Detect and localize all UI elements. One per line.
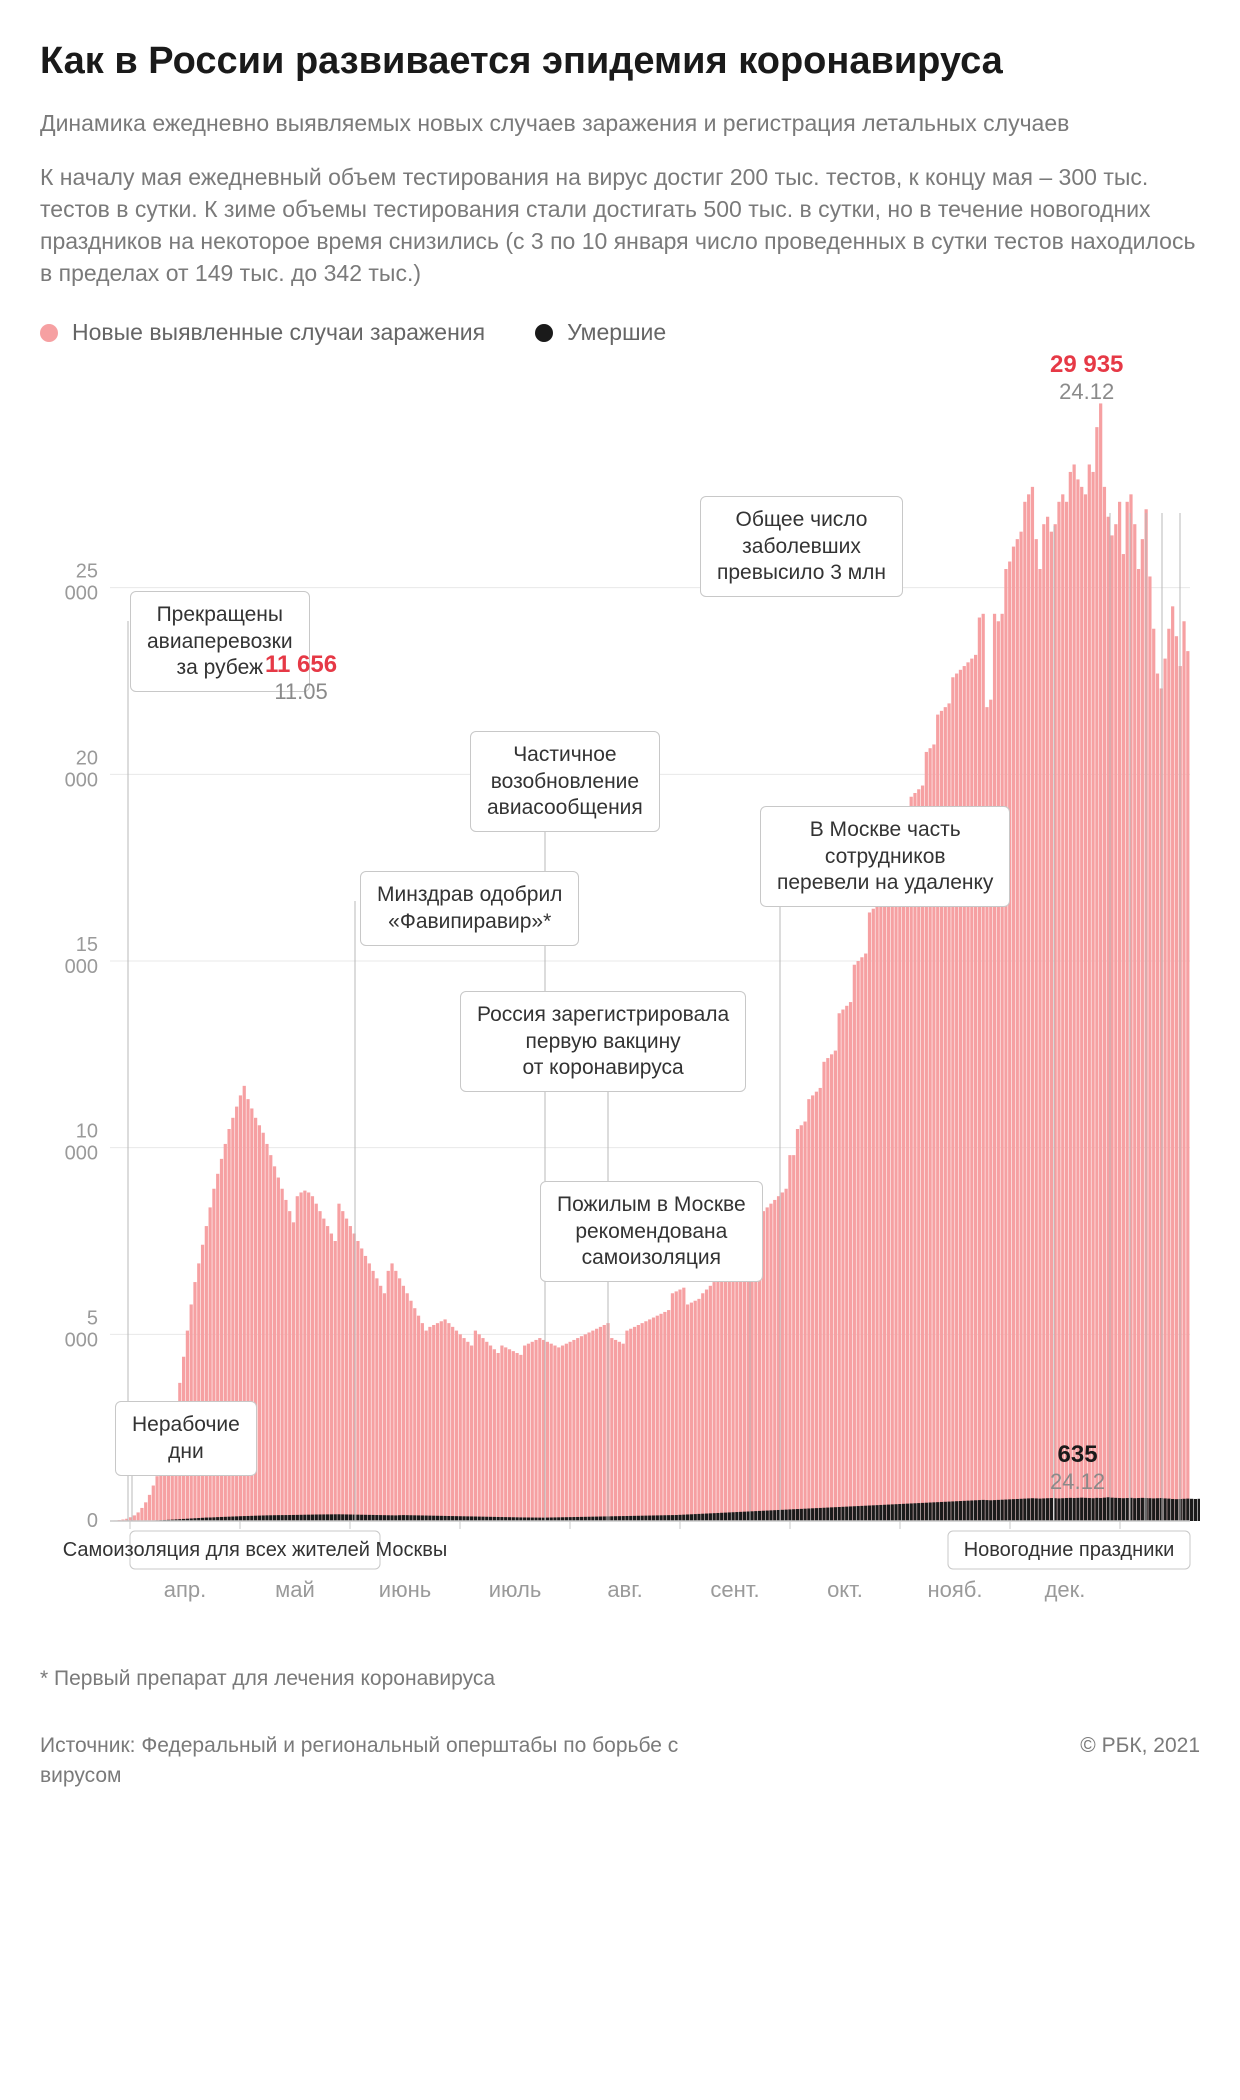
legend-item-deaths: Умершие	[535, 319, 666, 346]
svg-text:25: 25	[76, 561, 98, 583]
svg-text:авг.: авг.	[607, 1577, 642, 1602]
annotation-box: В Москве частьсотрудниковперевели на уда…	[760, 806, 1010, 907]
peak-label: 63524.12	[1050, 1441, 1105, 1495]
subtitle: Динамика ежедневно выявляемых новых случ…	[40, 108, 1200, 139]
svg-text:0: 0	[87, 1510, 98, 1532]
svg-text:000: 000	[65, 770, 98, 792]
svg-text:май: май	[275, 1577, 315, 1602]
svg-text:000: 000	[65, 1143, 98, 1165]
annotation-box: Минздрав одобрил«Фавипиравир»*	[360, 871, 579, 946]
legend: Новые выявленные случаи заражения Умерши…	[40, 319, 1200, 346]
svg-text:5: 5	[87, 1308, 98, 1330]
annotation-box: Частичноевозобновлениеавиасообщения	[470, 731, 660, 832]
annotation-box: Нерабочиедни	[115, 1401, 257, 1476]
svg-text:10: 10	[76, 1121, 98, 1143]
source-text: Источник: Федеральный и региональный опе…	[40, 1731, 740, 1790]
description: К началу мая ежедневный объем тестирован…	[40, 161, 1200, 290]
svg-text:июнь: июнь	[379, 1577, 431, 1602]
svg-text:окт.: окт.	[827, 1577, 863, 1602]
annotation-box: Пожилым в Москверекомендованасамоизоляци…	[540, 1181, 763, 1282]
source-row: Источник: Федеральный и региональный опе…	[40, 1731, 1200, 1790]
legend-item-cases: Новые выявленные случаи заражения	[40, 319, 485, 346]
legend-label: Новые выявленные случаи заражения	[72, 319, 485, 346]
svg-text:сент.: сент.	[710, 1577, 759, 1602]
svg-text:000: 000	[65, 956, 98, 978]
legend-label: Умершие	[567, 319, 666, 346]
copyright: © РБК, 2021	[1080, 1731, 1200, 1790]
svg-text:20: 20	[76, 748, 98, 770]
svg-text:Самоизоляция для всех жителей: Самоизоляция для всех жителей Москвы	[63, 1539, 448, 1561]
footnote: * Первый препарат для лечения коронавиру…	[40, 1667, 1200, 1691]
svg-text:дек.: дек.	[1045, 1577, 1086, 1602]
annotation-box: Общее числозаболевшихпревысило 3 млн	[700, 496, 903, 597]
peak-label: 29 93524.12	[1050, 351, 1123, 405]
svg-text:15: 15	[76, 934, 98, 956]
svg-text:нояб.: нояб.	[927, 1577, 982, 1602]
peak-label: 11 65611.05	[265, 651, 337, 705]
legend-dot	[40, 324, 58, 342]
annotation-box: Россия зарегистрировалапервую вакцинуот …	[460, 991, 746, 1092]
legend-dot	[535, 324, 553, 342]
svg-text:000: 000	[65, 1330, 98, 1352]
svg-text:апр.: апр.	[164, 1577, 207, 1602]
chart: 0500010000150002000025000апр.майиюньиюль…	[40, 391, 1200, 1641]
svg-text:Новогодние праздники: Новогодние праздники	[964, 1539, 1175, 1561]
svg-text:000: 000	[65, 583, 98, 605]
svg-text:июль: июль	[489, 1577, 542, 1602]
page-title: Как в России развивается эпидемия корона…	[40, 40, 1200, 84]
